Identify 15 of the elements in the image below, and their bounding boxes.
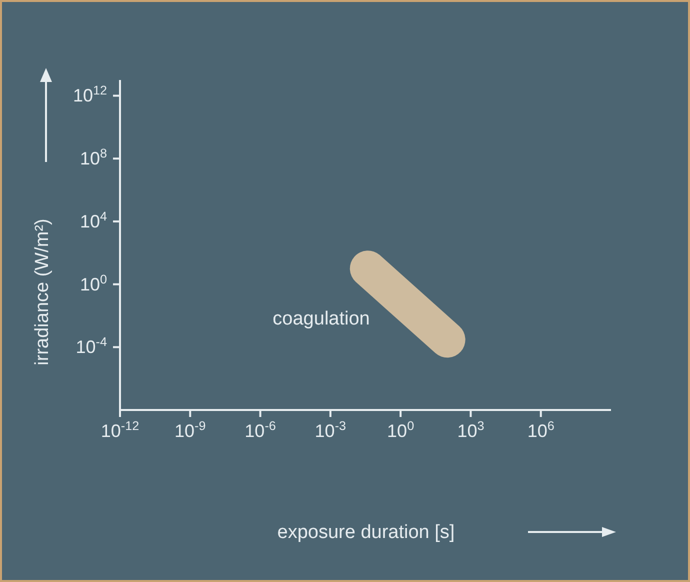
series-label: coagulation <box>272 308 370 330</box>
x-tick-label: 10$^{0}$ <box>387 419 414 441</box>
y-axis-title: irradiance (W/m²) <box>32 218 53 366</box>
y-tick-label: 10$^{12}$ <box>72 84 107 106</box>
y-tick-label: 10$^{0}$ <box>80 272 107 294</box>
x-axis-title: exposure duration [s] <box>277 522 455 543</box>
x-tick-label: 10$^{-3}$ <box>314 419 346 441</box>
x-tick-label: 10$^{3}$ <box>457 419 484 441</box>
y-tick-label: 10$^{8}$ <box>80 146 107 169</box>
x-tick-label: 10$^{-6}$ <box>244 419 276 441</box>
x-tick-label: 10$^{-9}$ <box>174 419 206 441</box>
y-tick-label: 10$^{-4}$ <box>76 335 107 358</box>
x-tick-label: 10$^{-12}$ <box>100 419 140 441</box>
x-tick-label: 10$^{6}$ <box>527 419 554 441</box>
y-tick-label: 10$^{4}$ <box>80 209 107 232</box>
